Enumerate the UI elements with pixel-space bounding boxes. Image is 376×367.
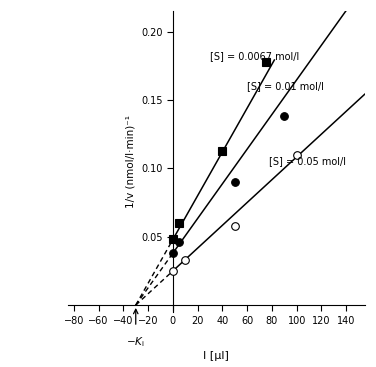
X-axis label: I [μl]: I [μl]: [203, 350, 229, 360]
Text: [S] = 0.01 mol/l: [S] = 0.01 mol/l: [247, 81, 324, 91]
Text: [S] = 0.05 mol/l: [S] = 0.05 mol/l: [270, 156, 346, 167]
Y-axis label: 1/v (nmol/l·min)⁻¹: 1/v (nmol/l·min)⁻¹: [126, 115, 135, 208]
Text: $-K_{\rm i}$: $-K_{\rm i}$: [126, 335, 145, 349]
Text: [S] = 0.0067 mol/l: [S] = 0.0067 mol/l: [210, 51, 299, 61]
